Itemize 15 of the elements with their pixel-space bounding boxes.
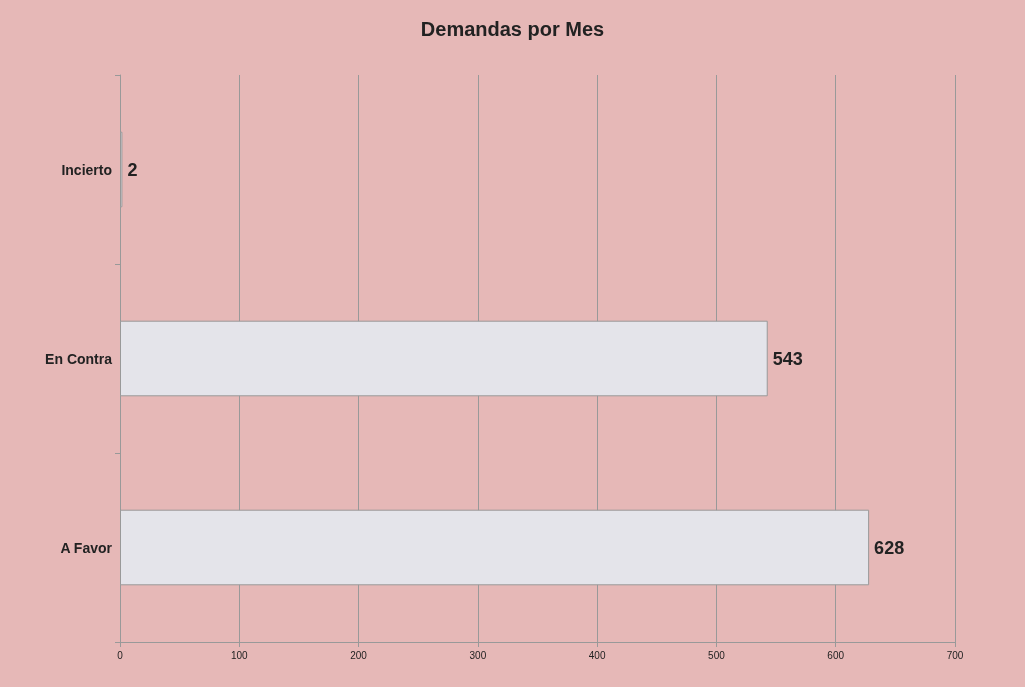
x-tick-label: 700 bbox=[946, 649, 964, 661]
chart-title: Demandas por Mes bbox=[420, 18, 605, 40]
y-tick-label: A Favor bbox=[60, 539, 113, 556]
x-tick-label: 100 bbox=[230, 649, 249, 661]
x-tick-label: 300 bbox=[469, 649, 487, 661]
x-tick-label: 500 bbox=[708, 649, 726, 661]
x-tick-label: 600 bbox=[827, 649, 845, 661]
x-tick-label: 0 bbox=[117, 649, 124, 661]
y-tick-label: Incierto bbox=[61, 161, 112, 178]
data-label: 543 bbox=[772, 348, 803, 369]
x-tick-label: 200 bbox=[350, 649, 368, 661]
data-label: 628 bbox=[874, 537, 905, 558]
y-tick-label: En Contra bbox=[45, 350, 113, 367]
x-tick-label: 400 bbox=[588, 649, 606, 661]
data-label: 2 bbox=[127, 159, 138, 180]
